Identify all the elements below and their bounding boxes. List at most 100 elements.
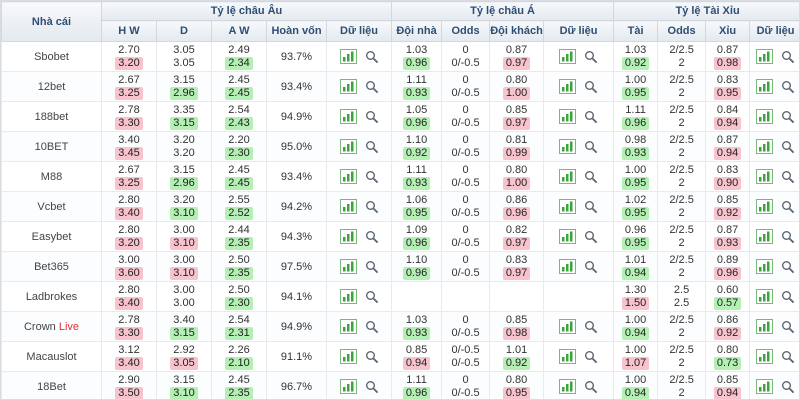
chart-icon[interactable] xyxy=(339,109,357,124)
chart-icon[interactable] xyxy=(559,79,577,94)
magnifier-icon[interactable] xyxy=(781,110,795,124)
chart-icon[interactable] xyxy=(339,139,357,154)
odds-cell: 0 0/-0.5 xyxy=(441,131,491,162)
magnifier-icon[interactable] xyxy=(365,380,379,394)
odds-highlight-green: 0.96 xyxy=(621,116,650,130)
odds-current-value: 0.92 xyxy=(707,206,749,220)
chart-icon[interactable] xyxy=(339,229,357,244)
magnifier-icon[interactable] xyxy=(584,50,598,64)
chart-icon[interactable] xyxy=(559,229,577,244)
magnifier-icon[interactable] xyxy=(781,350,795,364)
chart-icon[interactable] xyxy=(559,199,577,214)
magnifier-icon[interactable] xyxy=(584,380,598,394)
chart-icon[interactable] xyxy=(559,139,577,154)
bookmaker-name[interactable]: Sbobet xyxy=(1,41,102,72)
magnifier-icon[interactable] xyxy=(781,170,795,184)
magnifier-icon[interactable] xyxy=(781,50,795,64)
bookmaker-name[interactable]: 188bet xyxy=(1,101,102,132)
chart-icon[interactable] xyxy=(756,229,774,244)
magnifier-icon[interactable] xyxy=(584,110,598,124)
bookmaker-name[interactable]: 10BET xyxy=(1,131,102,162)
odds-opening-value: 0 xyxy=(462,103,469,116)
chart-icon[interactable] xyxy=(339,349,357,364)
magnifier-icon[interactable] xyxy=(584,200,598,214)
magnifier-icon[interactable] xyxy=(365,140,379,154)
magnifier-icon[interactable] xyxy=(584,170,598,184)
magnifier-icon[interactable] xyxy=(781,140,795,154)
magnifier-icon[interactable] xyxy=(365,170,379,184)
chart-icon[interactable] xyxy=(756,289,774,304)
odds-opening-value: 3.00 xyxy=(173,283,195,296)
chart-icon[interactable] xyxy=(339,169,357,184)
bookmaker-name[interactable]: Easybet xyxy=(1,221,102,252)
magnifier-icon[interactable] xyxy=(365,230,379,244)
chart-icon[interactable] xyxy=(756,109,774,124)
bookmaker-name[interactable]: M88 xyxy=(1,161,102,192)
chart-icon[interactable] xyxy=(559,109,577,124)
magnifier-icon[interactable] xyxy=(781,290,795,304)
magnifier-icon[interactable] xyxy=(781,320,795,334)
chart-icon[interactable] xyxy=(339,199,357,214)
magnifier-icon[interactable] xyxy=(365,50,379,64)
table-row: Macauslot 3.12 3.40 2.92 3.05 2.26 2.10 91.1% 0.… xyxy=(1,341,799,372)
bookmaker-name[interactable]: Bet365 xyxy=(1,251,102,282)
bookmaker-name[interactable]: 18Bet xyxy=(1,371,102,399)
magnifier-icon[interactable] xyxy=(781,230,795,244)
magnifier-icon[interactable] xyxy=(781,260,795,274)
chart-icon[interactable] xyxy=(756,259,774,274)
magnifier-icon[interactable] xyxy=(584,350,598,364)
chart-icon[interactable] xyxy=(559,169,577,184)
bookmaker-name[interactable]: Crown Live xyxy=(1,311,102,342)
chart-icon[interactable] xyxy=(559,259,577,274)
chart-icon[interactable] xyxy=(339,49,357,64)
odds-opening-value: 0 xyxy=(462,163,469,176)
bookmaker-name[interactable]: Macauslot xyxy=(1,341,102,372)
magnifier-icon[interactable] xyxy=(584,320,598,334)
magnifier-icon[interactable] xyxy=(365,320,379,334)
magnifier-icon[interactable] xyxy=(781,80,795,94)
bookmaker-name[interactable]: Vcbet xyxy=(1,191,102,222)
chart-icon[interactable] xyxy=(559,379,577,394)
magnifier-icon[interactable] xyxy=(584,260,598,274)
odds-current-value: 3.40 xyxy=(103,296,156,310)
magnifier-icon[interactable] xyxy=(781,200,795,214)
chart-icon[interactable] xyxy=(339,259,357,274)
chart-icon[interactable] xyxy=(756,379,774,394)
magnifier-icon[interactable] xyxy=(584,230,598,244)
magnifier-icon[interactable] xyxy=(584,140,598,154)
bookmaker-name[interactable]: Ladbrokes xyxy=(1,281,102,312)
odds-cell: 0.87 0.93 xyxy=(705,221,751,252)
bookmaker-name[interactable]: 12bet xyxy=(1,71,102,102)
odds-opening-value: 0.85 xyxy=(716,193,739,206)
magnifier-icon[interactable] xyxy=(365,110,379,124)
table-row: Vcbet 2.80 3.40 3.20 3.10 2.55 2.52 94.2% 1.06 0.… xyxy=(1,191,799,222)
magnifier-icon[interactable] xyxy=(365,350,379,364)
chart-icon[interactable] xyxy=(559,49,577,64)
chart-icon[interactable] xyxy=(339,79,357,94)
chart-icon[interactable] xyxy=(756,319,774,334)
chart-icon[interactable] xyxy=(756,139,774,154)
chart-icon[interactable] xyxy=(756,349,774,364)
odds-cell: 3.15 2.96 xyxy=(156,161,212,192)
odds-highlight-pink: 0.94 xyxy=(713,386,742,399)
magnifier-icon[interactable] xyxy=(365,290,379,304)
chart-icon[interactable] xyxy=(559,319,577,334)
chart-icon[interactable] xyxy=(339,289,357,304)
odds-cell: 0.84 0.94 xyxy=(705,101,751,132)
magnifier-icon[interactable] xyxy=(365,80,379,94)
odds-current-value: 3.15 xyxy=(158,116,211,130)
magnifier-icon[interactable] xyxy=(365,200,379,214)
chart-icon[interactable] xyxy=(559,349,577,364)
magnifier-icon[interactable] xyxy=(584,80,598,94)
odds-cell: 2/2.5 2 xyxy=(657,41,707,72)
odds-current-value: 0.96 xyxy=(393,56,441,70)
chart-icon[interactable] xyxy=(756,79,774,94)
chart-icon[interactable] xyxy=(756,49,774,64)
odds-highlight-green: 0.93 xyxy=(402,86,431,100)
chart-icon[interactable] xyxy=(756,169,774,184)
chart-icon[interactable] xyxy=(339,319,357,334)
chart-icon[interactable] xyxy=(339,379,357,394)
magnifier-icon[interactable] xyxy=(365,260,379,274)
chart-icon[interactable] xyxy=(756,199,774,214)
magnifier-icon[interactable] xyxy=(781,380,795,394)
